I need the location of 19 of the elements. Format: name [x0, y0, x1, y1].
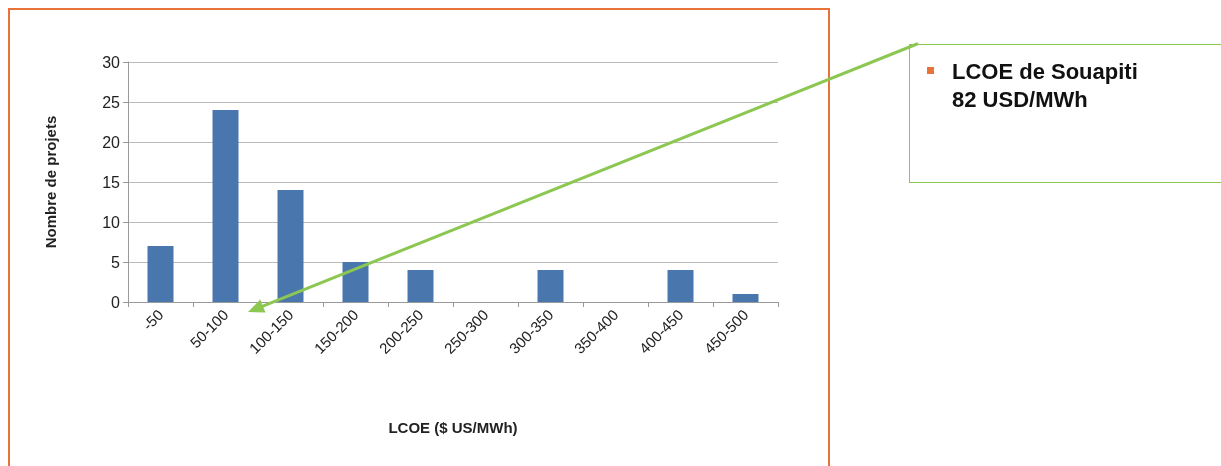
bar — [147, 246, 174, 302]
bar — [407, 270, 434, 302]
y-tick-label: 10 — [102, 213, 121, 231]
bar — [667, 270, 694, 302]
y-tick-label: 0 — [111, 293, 121, 311]
y-axis-title: Nombre de projets — [42, 115, 59, 249]
bar — [537, 270, 564, 302]
y-tick-label: 5 — [111, 253, 121, 271]
y-tick-label: 30 — [102, 53, 121, 71]
x-tick-label: -50 — [139, 305, 167, 334]
text: LCOE de Souapiti 82 USD/MWh — [952, 58, 1139, 114]
bar — [342, 262, 369, 302]
bar — [277, 190, 304, 302]
y-tick-label: 25 — [102, 93, 121, 111]
y-tick-label: 15 — [102, 173, 121, 191]
y-tick-label: 20 — [102, 133, 121, 151]
bar — [212, 110, 239, 302]
x-axis-title: LCOE ($ US/MWh) — [388, 419, 518, 436]
bar — [732, 294, 759, 302]
